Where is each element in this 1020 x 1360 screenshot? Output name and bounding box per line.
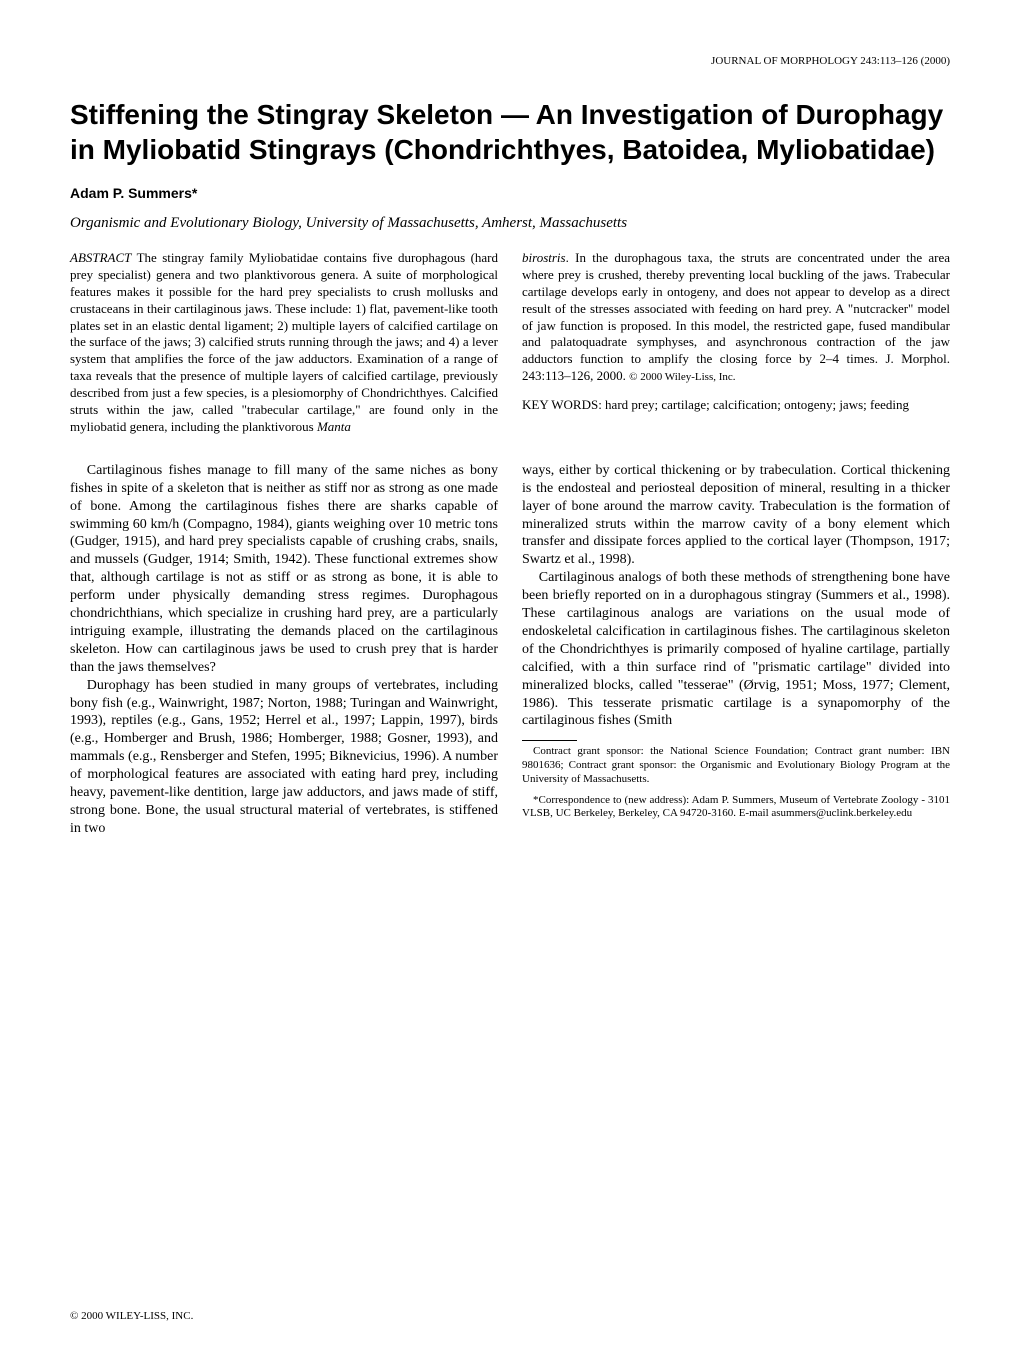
footnote-grant: Contract grant sponsor: the National Sci… xyxy=(522,745,950,786)
author-name: Adam P. Summers* xyxy=(70,185,950,201)
body-paragraph: Durophagy has been studied in many group… xyxy=(70,677,498,838)
body-paragraph: Cartilaginous analogs of both these meth… xyxy=(522,569,950,730)
abstract-text-left: The stingray family Myliobatidae contain… xyxy=(70,250,498,434)
footnote-divider xyxy=(522,740,577,741)
abstract-species-right: birostris xyxy=(522,250,566,265)
abstract-genus-left: Manta xyxy=(317,419,351,434)
abstract-column-left: ABSTRACT The stingray family Myliobatida… xyxy=(70,250,498,436)
abstract-label: ABSTRACT xyxy=(70,250,131,265)
abstract-section: ABSTRACT The stingray family Myliobatida… xyxy=(70,250,950,436)
abstract-column-right: birostris. In the durophagous taxa, the … xyxy=(522,250,950,436)
abstract-copyright: © 2000 Wiley-Liss, Inc. xyxy=(629,371,735,383)
journal-header: JOURNAL OF MORPHOLOGY 243:113–126 (2000) xyxy=(70,55,950,67)
footnote-correspondence: *Correspondence to (new address): Adam P… xyxy=(522,794,950,822)
article-title: Stiffening the Stingray Skeleton — An In… xyxy=(70,97,950,167)
page-footer-copyright: © 2000 WILEY-LISS, INC. xyxy=(70,1310,193,1322)
body-column-right: ways, either by cortical thickening or b… xyxy=(522,462,950,838)
body-paragraph: Cartilaginous fishes manage to fill many… xyxy=(70,462,498,677)
body-paragraph: ways, either by cortical thickening or b… xyxy=(522,462,950,569)
keywords: KEY WORDS: hard prey; cartilage; calcifi… xyxy=(522,397,950,414)
body-column-left: Cartilaginous fishes manage to fill many… xyxy=(70,462,498,838)
body-section: Cartilaginous fishes manage to fill many… xyxy=(70,462,950,838)
author-affiliation: Organismic and Evolutionary Biology, Uni… xyxy=(70,215,950,232)
abstract-text-right: . In the durophagous taxa, the struts ar… xyxy=(522,250,950,383)
